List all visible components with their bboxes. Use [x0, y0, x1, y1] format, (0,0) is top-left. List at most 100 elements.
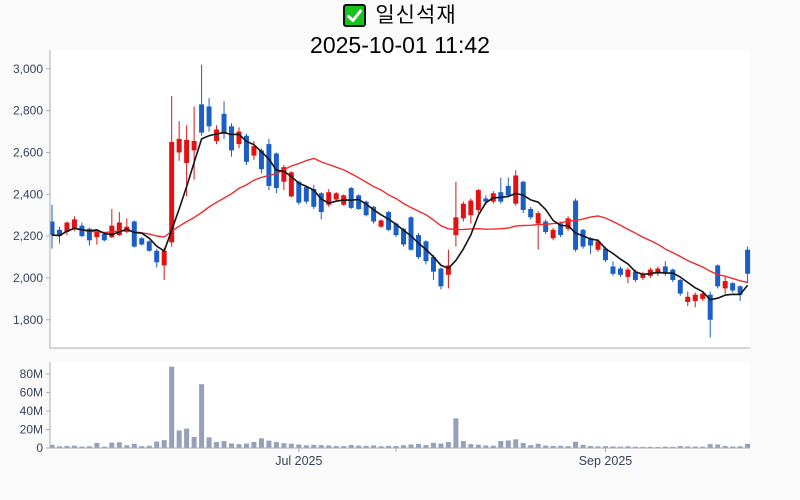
candle-down [146, 241, 152, 251]
volume-bar [453, 418, 459, 448]
volume-bar [520, 443, 526, 448]
volume-bar [161, 440, 167, 448]
candle-up [236, 131, 242, 145]
x-axis-labels: Jul 2025 Sep 2025 [275, 448, 632, 468]
candle-up [191, 140, 197, 151]
volume-plot-area [50, 362, 750, 448]
price-axis-line [49, 50, 750, 349]
svg-text:80M: 80M [20, 367, 43, 381]
volume-bars [49, 366, 751, 448]
candle-down [49, 221, 55, 236]
candle-down [56, 229, 62, 237]
candle-up [460, 203, 466, 219]
ma-long-line [51, 157, 748, 284]
volume-bar [632, 446, 638, 448]
volume-bar [415, 443, 421, 448]
candle-up [184, 139, 190, 163]
volume-bar [483, 445, 489, 448]
volume-bar [124, 445, 130, 448]
candle-up [445, 265, 451, 275]
volume-bar [94, 442, 100, 448]
volume-bar [79, 446, 85, 448]
volume-bar [677, 446, 683, 448]
svg-text:60M: 60M [20, 386, 43, 400]
candle-up [700, 293, 706, 299]
volume-bar [700, 446, 706, 448]
candle-down [602, 248, 608, 261]
volume-bar [565, 446, 571, 448]
volume-bar [378, 446, 384, 448]
volume-bar [640, 446, 646, 448]
volume-bar [258, 438, 264, 448]
volume-bar [692, 446, 698, 448]
volume-axis-labels: 0 20M 40M 60M 80M [20, 367, 50, 455]
volume-bar [318, 445, 324, 448]
volume-bar [513, 439, 519, 448]
candle-down [745, 249, 751, 274]
candle-up [288, 172, 294, 197]
volume-bar [49, 444, 55, 448]
candle-down [311, 189, 317, 207]
volume-bar [71, 445, 77, 448]
candle-down [393, 223, 399, 236]
volume-bar [281, 443, 287, 448]
candle-down [206, 106, 212, 127]
stock-name-label: 일신석재 [375, 4, 457, 27]
volume-bar [573, 441, 579, 448]
volume-bar [64, 445, 70, 448]
volume-bar [543, 445, 549, 448]
svg-text:Jul 2025: Jul 2025 [275, 454, 322, 468]
candle-up [535, 213, 541, 224]
candle-down [677, 280, 683, 294]
candle-up [468, 200, 474, 216]
candle-down [139, 238, 145, 245]
volume-bar [401, 445, 407, 448]
chart-datetime: 2025-10-01 11:42 [310, 32, 490, 58]
candle-down [573, 200, 579, 250]
candle-down [348, 188, 354, 208]
candle-down [632, 271, 638, 281]
volume-bar [505, 440, 511, 448]
candle-down [737, 286, 743, 295]
volume-bar [460, 441, 466, 448]
candle-down [86, 228, 92, 241]
volume-bar [558, 445, 564, 448]
candle-down [558, 223, 564, 236]
volume-bar [363, 445, 369, 448]
volume-bar [445, 441, 451, 448]
volume-bar [296, 444, 302, 448]
candle-up [625, 269, 631, 277]
candle-up [692, 294, 698, 301]
stock-checkbox[interactable] [343, 4, 367, 27]
candle-down [617, 268, 623, 275]
candle-down [318, 193, 324, 213]
candle-down [221, 113, 227, 134]
candle-up [513, 175, 519, 204]
svg-text:0: 0 [36, 441, 43, 455]
candle-down [588, 238, 594, 246]
volume-bar [386, 445, 392, 448]
volume-bar [169, 366, 175, 448]
svg-text:2,400: 2,400 [13, 187, 43, 201]
volume-bar [617, 446, 623, 448]
candle-down [528, 208, 534, 218]
volume-bar [139, 446, 145, 448]
volume-bar [610, 446, 616, 448]
candle-up [214, 129, 220, 141]
volume-bar [595, 446, 601, 448]
candle-up [565, 218, 571, 229]
volume-bar [221, 441, 227, 448]
candle-up [333, 193, 339, 200]
candle-down [423, 241, 429, 262]
candle-down [296, 181, 302, 203]
volume-bar [475, 444, 481, 448]
volume-bar [393, 446, 399, 448]
candle-up [475, 190, 481, 210]
volume-bar [625, 446, 631, 448]
volume-bar [56, 446, 62, 448]
svg-text:2,600: 2,600 [13, 145, 43, 159]
candle-down [610, 266, 616, 274]
candle-down [356, 195, 362, 209]
